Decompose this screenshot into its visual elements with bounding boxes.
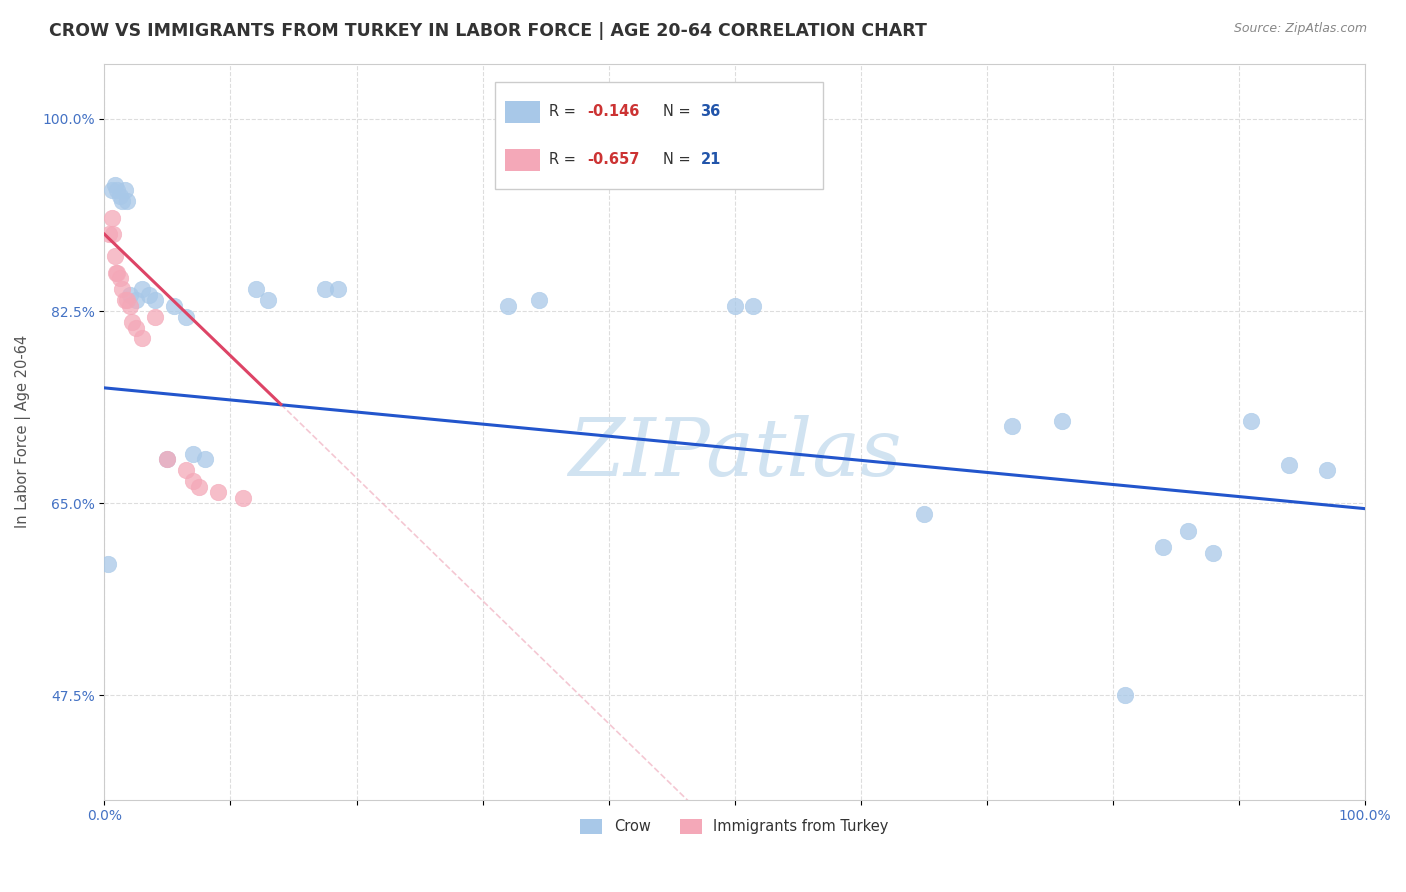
Point <box>115 194 138 209</box>
Point <box>1177 524 1199 538</box>
Text: CROW VS IMMIGRANTS FROM TURKEY IN LABOR FORCE | AGE 20-64 CORRELATION CHART: CROW VS IMMIGRANTS FROM TURKEY IN LABOR … <box>49 22 927 40</box>
Point <box>131 331 153 345</box>
Point <box>105 183 128 197</box>
Point <box>97 557 120 571</box>
Point <box>1001 419 1024 434</box>
Point <box>1240 414 1263 428</box>
Text: -0.657: -0.657 <box>588 153 640 167</box>
Point <box>111 282 134 296</box>
Text: 36: 36 <box>700 104 721 120</box>
Point <box>115 293 138 307</box>
Point <box>176 463 198 477</box>
Point <box>314 282 336 296</box>
Point <box>125 293 148 307</box>
Point <box>176 310 198 324</box>
Point <box>232 491 254 505</box>
Point <box>103 178 125 192</box>
Point <box>1316 463 1339 477</box>
Point <box>103 227 125 242</box>
Point <box>257 293 280 307</box>
Point <box>131 282 153 296</box>
Point <box>496 299 519 313</box>
Point <box>101 183 124 197</box>
Text: 21: 21 <box>700 153 721 167</box>
Point <box>143 293 166 307</box>
Y-axis label: In Labor Force | Age 20-64: In Labor Force | Age 20-64 <box>15 335 31 528</box>
Text: N =: N = <box>662 153 695 167</box>
Point <box>1050 414 1073 428</box>
Point <box>118 299 141 313</box>
Text: N =: N = <box>662 104 695 120</box>
Point <box>207 485 229 500</box>
Legend: Crow, Immigrants from Turkey: Crow, Immigrants from Turkey <box>575 813 894 840</box>
FancyBboxPatch shape <box>505 149 540 170</box>
Text: Source: ZipAtlas.com: Source: ZipAtlas.com <box>1233 22 1367 36</box>
Point <box>118 287 141 301</box>
Point <box>114 293 136 307</box>
Point <box>114 183 136 197</box>
FancyBboxPatch shape <box>505 101 540 123</box>
Point <box>326 282 349 296</box>
Point <box>143 310 166 324</box>
Point <box>912 507 935 521</box>
Point <box>742 299 765 313</box>
Point <box>1278 458 1301 472</box>
Point <box>138 287 160 301</box>
Point <box>1114 688 1136 702</box>
Point <box>111 194 134 209</box>
Point <box>125 320 148 334</box>
FancyBboxPatch shape <box>495 82 823 189</box>
Text: R =: R = <box>550 153 581 167</box>
Point <box>245 282 267 296</box>
Point <box>529 293 551 307</box>
Point <box>108 271 131 285</box>
Point <box>1202 545 1225 559</box>
Text: -0.146: -0.146 <box>588 104 640 120</box>
Point <box>163 299 186 313</box>
Point <box>194 452 217 467</box>
Point <box>108 188 131 202</box>
Point <box>156 452 179 467</box>
Point <box>181 447 204 461</box>
Point <box>121 315 143 329</box>
Point <box>98 227 121 242</box>
Point <box>188 480 211 494</box>
Point <box>104 266 127 280</box>
Point <box>181 474 204 488</box>
Point <box>105 266 128 280</box>
Point <box>101 211 124 225</box>
Point <box>103 249 125 263</box>
Text: R =: R = <box>550 104 581 120</box>
Point <box>723 299 745 313</box>
Point <box>156 452 179 467</box>
Point <box>1152 540 1174 554</box>
Text: ZIPatlas: ZIPatlas <box>568 415 901 492</box>
